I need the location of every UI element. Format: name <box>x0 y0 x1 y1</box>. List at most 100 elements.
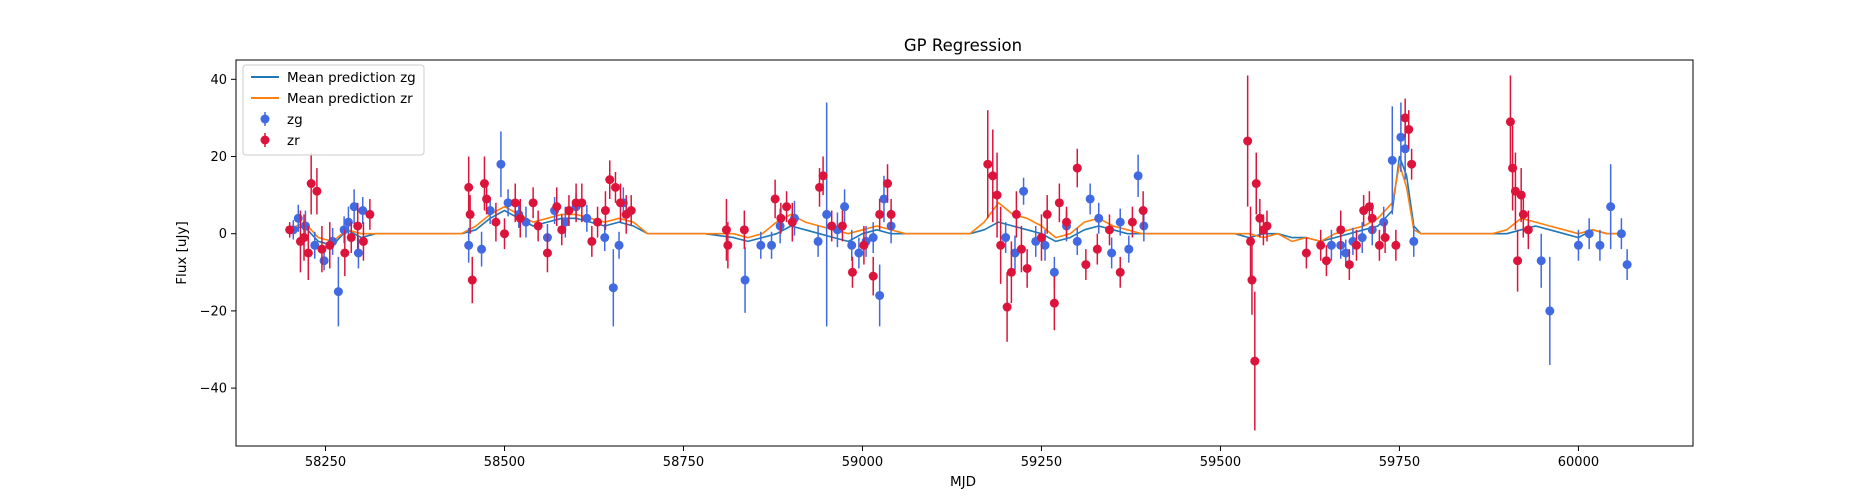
point-zg <box>854 248 864 258</box>
point-zr <box>1247 275 1257 285</box>
point-zg <box>1049 267 1059 277</box>
point-zr <box>1243 136 1253 146</box>
point-zr <box>818 171 828 181</box>
point-zr <box>1049 298 1059 308</box>
point-zg <box>1357 233 1367 243</box>
point-zr <box>1002 302 1012 312</box>
point-zg <box>333 287 343 297</box>
point-zr <box>610 182 620 192</box>
point-zr <box>721 225 731 235</box>
point-zr <box>1011 209 1021 219</box>
point-zg <box>879 194 889 204</box>
point-zr <box>340 248 350 258</box>
y-tick-label: 0 <box>219 227 227 242</box>
point-zg <box>1107 248 1117 258</box>
chart-title: GP Regression <box>904 36 1022 55</box>
y-tick-label: 20 <box>210 150 227 165</box>
point-zr <box>564 206 574 216</box>
point-zr <box>1255 213 1265 223</box>
point-zr <box>467 275 477 285</box>
point-zr <box>1301 248 1311 258</box>
point-zr <box>317 244 327 254</box>
legend-point-marker <box>260 114 270 124</box>
point-zr <box>1404 124 1414 134</box>
y-tick-label: −20 <box>200 304 227 319</box>
point-zr <box>542 248 552 258</box>
point-zr <box>868 271 878 281</box>
point-zr <box>1081 260 1091 270</box>
legend-point-marker <box>260 135 270 145</box>
x-tick-label: 58750 <box>663 455 704 470</box>
legend-label: Mean prediction zg <box>287 70 416 86</box>
point-zr <box>515 213 525 223</box>
point-zg <box>813 236 823 246</box>
point-zr <box>299 233 309 243</box>
point-zr <box>1513 256 1523 266</box>
point-zr <box>1262 221 1272 231</box>
legend-label: Mean prediction zr <box>287 91 413 107</box>
point-zr <box>1022 263 1032 273</box>
point-zr <box>587 236 597 246</box>
point-zr <box>1138 206 1148 216</box>
point-zr <box>510 198 520 208</box>
point-zr <box>1115 267 1125 277</box>
point-zg <box>496 159 506 169</box>
point-zg <box>477 244 487 254</box>
point-zr <box>464 182 474 192</box>
point-zr <box>557 225 567 235</box>
point-zg <box>485 206 495 216</box>
point-zg <box>319 256 329 266</box>
point-zr <box>312 186 322 196</box>
plot-frame <box>235 59 1694 447</box>
point-zg <box>293 213 303 223</box>
point-zr <box>992 190 1002 200</box>
point-zr <box>1516 190 1526 200</box>
series-zg <box>288 102 1632 365</box>
x-tick-label: 59250 <box>1021 455 1062 470</box>
legend-box <box>242 64 425 156</box>
y-axis-label: Flux [uJy] <box>174 221 190 284</box>
point-zg <box>1326 240 1336 250</box>
point-zr <box>1374 240 1384 250</box>
point-zg <box>822 209 832 219</box>
x-tick-label: 59750 <box>1379 455 1420 470</box>
point-zr <box>593 217 603 227</box>
point-zr <box>1054 198 1064 208</box>
point-zr <box>353 221 363 231</box>
point-zr <box>1321 256 1331 266</box>
point-zg <box>1409 236 1419 246</box>
point-zr <box>465 209 475 219</box>
point-zg <box>1545 306 1555 316</box>
point-zg <box>1341 248 1351 258</box>
x-tick-label: 58500 <box>484 455 525 470</box>
point-zr <box>886 209 896 219</box>
point-zr <box>1092 244 1102 254</box>
point-zr <box>499 229 509 239</box>
series-line-mean-prediction-zr <box>289 163 1622 243</box>
x-axis-label: MJD <box>950 474 976 490</box>
point-zg <box>1396 132 1406 142</box>
point-zr <box>1072 163 1082 173</box>
x-tick-label: 59000 <box>842 455 883 470</box>
point-zr <box>1336 225 1346 235</box>
point-zg <box>1536 256 1546 266</box>
point-zr <box>325 240 335 250</box>
point-zr <box>996 240 1006 250</box>
point-zr <box>1344 260 1354 270</box>
point-zr <box>1127 217 1137 227</box>
point-zg <box>503 198 513 208</box>
series-zr <box>285 75 1533 431</box>
point-zr <box>552 202 562 212</box>
point-zg <box>1622 260 1632 270</box>
point-zg <box>1072 236 1082 246</box>
point-zr <box>776 213 786 223</box>
point-zr <box>1042 209 1052 219</box>
point-zg <box>1019 186 1029 196</box>
point-zr <box>600 206 610 216</box>
point-zr <box>1246 236 1256 246</box>
point-zg <box>353 248 363 258</box>
point-zr <box>626 206 636 216</box>
point-zr <box>1367 213 1377 223</box>
point-zg <box>358 206 368 216</box>
point-zr <box>739 225 749 235</box>
